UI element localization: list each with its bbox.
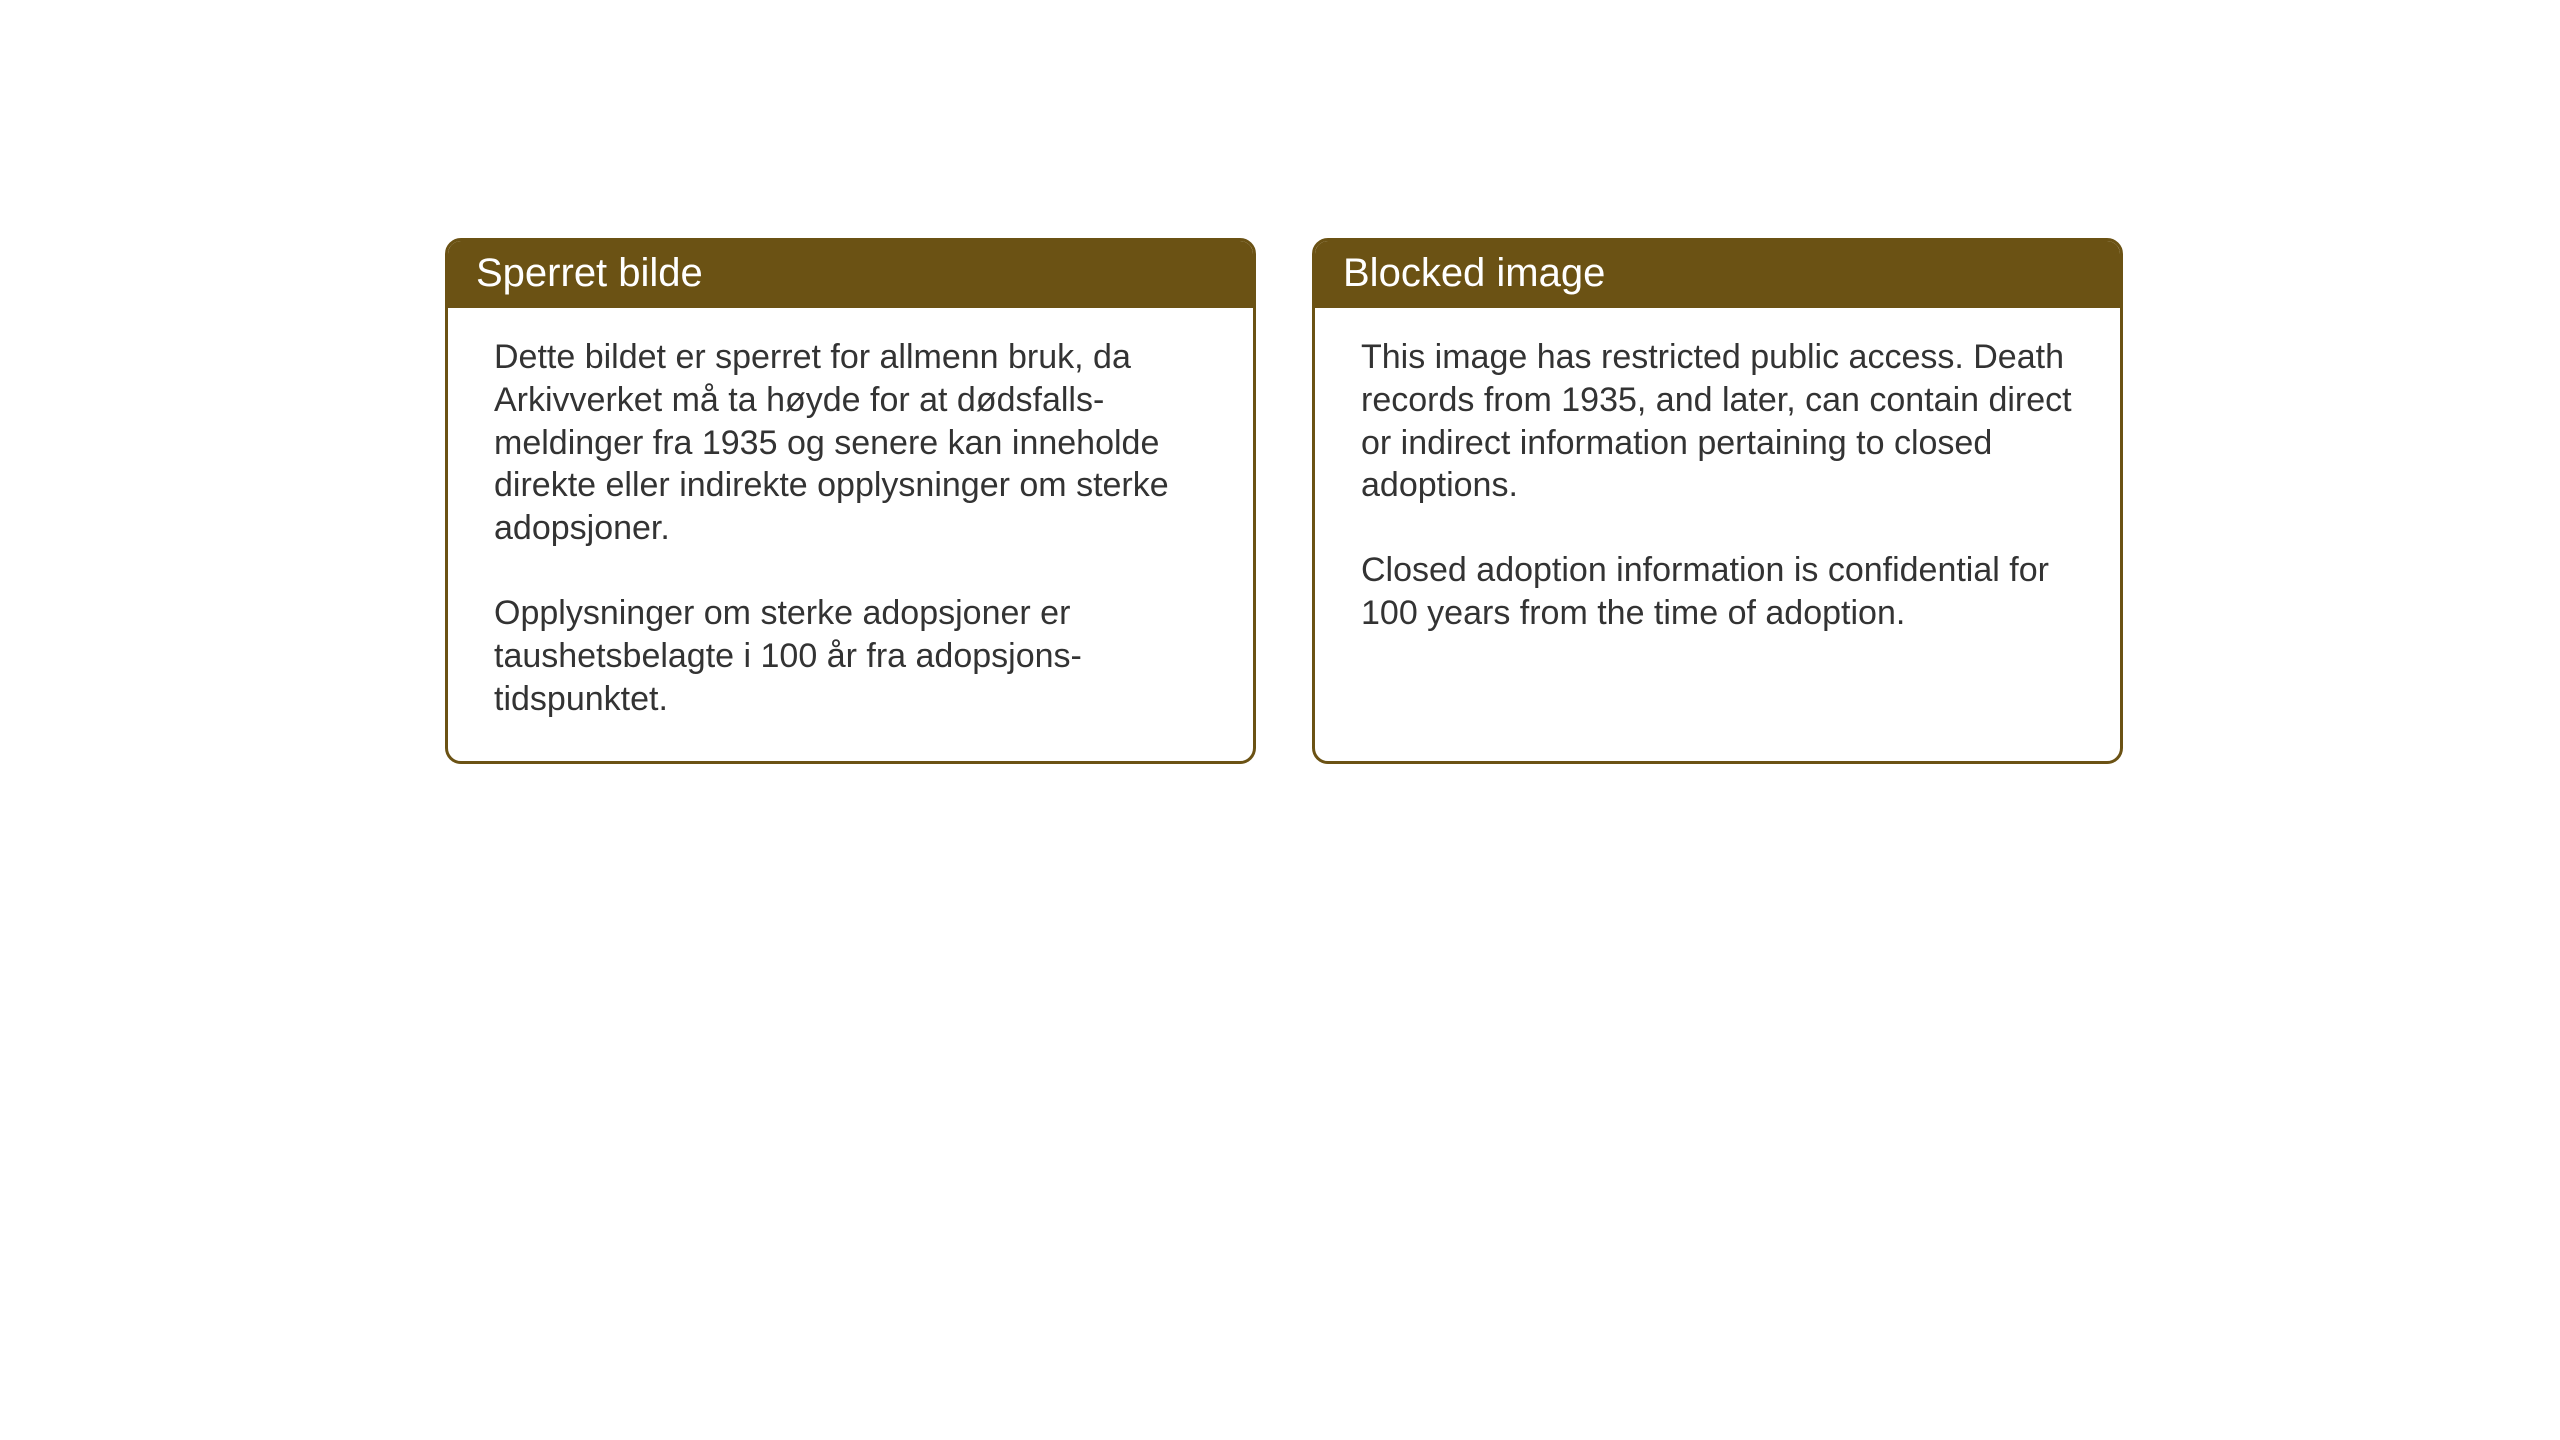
notice-card-norwegian: Sperret bilde Dette bildet er sperret fo… xyxy=(445,238,1256,764)
card-paragraph-norwegian-2: Opplysninger om sterke adopsjoner er tau… xyxy=(494,592,1207,720)
card-header-norwegian: Sperret bilde xyxy=(448,241,1253,308)
card-title-english: Blocked image xyxy=(1343,251,2092,296)
card-paragraph-english-1: This image has restricted public access.… xyxy=(1361,336,2074,507)
notice-cards-container: Sperret bilde Dette bildet er sperret fo… xyxy=(445,238,2123,764)
card-title-norwegian: Sperret bilde xyxy=(476,251,1225,296)
card-body-english: This image has restricted public access.… xyxy=(1315,308,2120,698)
card-paragraph-norwegian-1: Dette bildet er sperret for allmenn bruk… xyxy=(494,336,1207,550)
card-body-norwegian: Dette bildet er sperret for allmenn bruk… xyxy=(448,308,1253,761)
notice-card-english: Blocked image This image has restricted … xyxy=(1312,238,2123,764)
card-paragraph-english-2: Closed adoption information is confident… xyxy=(1361,549,2074,635)
card-header-english: Blocked image xyxy=(1315,241,2120,308)
